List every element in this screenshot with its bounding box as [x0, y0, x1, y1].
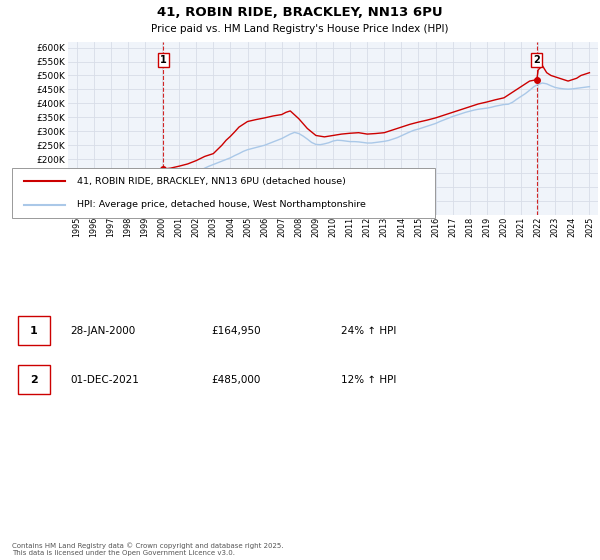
Text: 12% ↑ HPI: 12% ↑ HPI [341, 375, 397, 385]
Text: Price paid vs. HM Land Registry's House Price Index (HPI): Price paid vs. HM Land Registry's House … [151, 24, 449, 34]
FancyBboxPatch shape [12, 169, 435, 218]
Text: 24% ↑ HPI: 24% ↑ HPI [341, 325, 397, 335]
Text: 28-JAN-2000: 28-JAN-2000 [71, 325, 136, 335]
Text: 01-DEC-2021: 01-DEC-2021 [71, 375, 140, 385]
FancyBboxPatch shape [18, 316, 50, 345]
Text: 1: 1 [30, 325, 38, 335]
Text: 2: 2 [533, 55, 540, 65]
Text: £485,000: £485,000 [212, 375, 261, 385]
Text: 1: 1 [160, 55, 167, 65]
FancyBboxPatch shape [18, 365, 50, 394]
Text: 2: 2 [30, 375, 38, 385]
Text: 41, ROBIN RIDE, BRACKLEY, NN13 6PU (detached house): 41, ROBIN RIDE, BRACKLEY, NN13 6PU (deta… [77, 177, 346, 186]
Text: HPI: Average price, detached house, West Northamptonshire: HPI: Average price, detached house, West… [77, 200, 365, 209]
Text: 41, ROBIN RIDE, BRACKLEY, NN13 6PU: 41, ROBIN RIDE, BRACKLEY, NN13 6PU [157, 6, 443, 19]
Text: £164,950: £164,950 [212, 325, 262, 335]
Text: Contains HM Land Registry data © Crown copyright and database right 2025.
This d: Contains HM Land Registry data © Crown c… [12, 542, 284, 556]
